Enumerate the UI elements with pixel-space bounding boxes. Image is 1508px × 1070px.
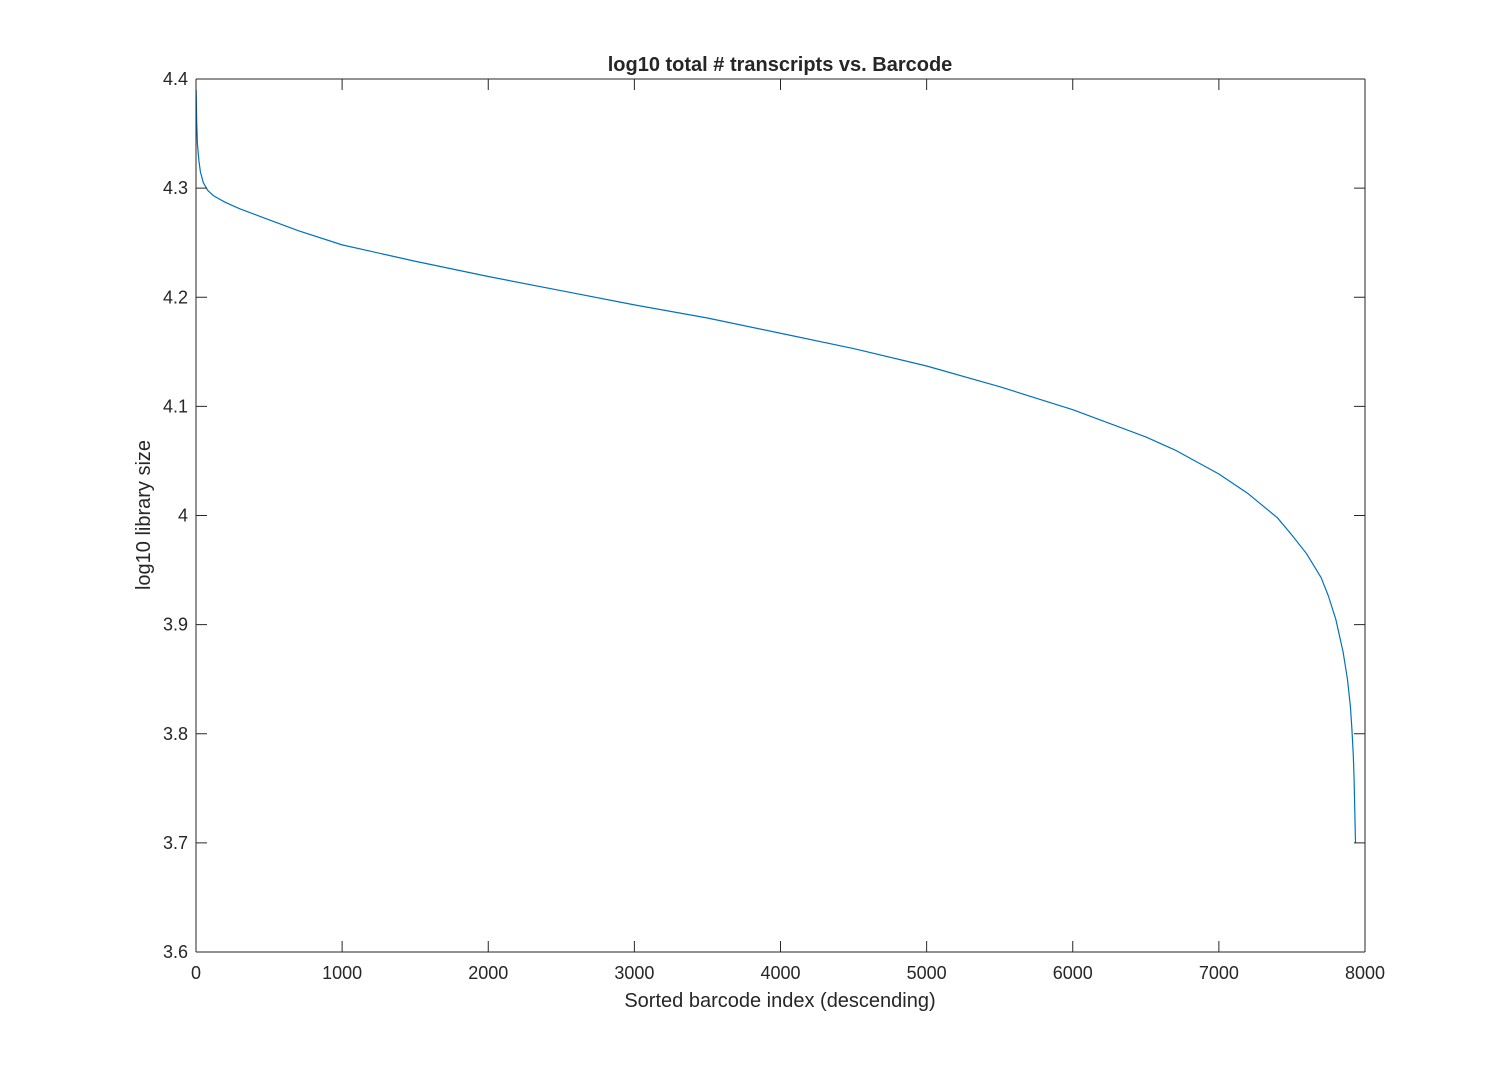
y-tick-label: 4 xyxy=(178,506,188,526)
y-axis-label: log10 library size xyxy=(133,440,155,590)
x-tick-label: 4000 xyxy=(760,963,800,983)
x-tick-label: 6000 xyxy=(1053,963,1093,983)
x-tick-label: 2000 xyxy=(468,963,508,983)
y-tick-label: 4.1 xyxy=(163,396,188,416)
plot-area xyxy=(196,79,1365,952)
series-layer xyxy=(195,89,1357,843)
x-tick-label: 7000 xyxy=(1199,963,1239,983)
x-tick-label: 5000 xyxy=(907,963,947,983)
y-tick-label: 4.2 xyxy=(163,287,188,307)
y-tick-label: 3.6 xyxy=(163,942,188,962)
y-tick-label: 3.7 xyxy=(163,833,188,853)
y-tick-label: 4.4 xyxy=(163,69,188,89)
series-line-0 xyxy=(195,89,1357,843)
y-tick-label: 4.3 xyxy=(163,178,188,198)
x-tick-label: 1000 xyxy=(322,963,362,983)
x-tick-label: 3000 xyxy=(614,963,654,983)
chart-title: log10 total # transcripts vs. Barcode xyxy=(608,54,953,76)
y-tick-label: 3.9 xyxy=(163,615,188,635)
x-axis-label: Sorted barcode index (descending) xyxy=(624,990,935,1012)
y-tick-label: 3.8 xyxy=(163,724,188,744)
ticks-layer: 0 1000 2000 3000 4000 5000 6000 7000 8000 3.6 3.7 3… xyxy=(163,69,1385,983)
x-tick-label: 8000 xyxy=(1345,963,1385,983)
x-tick-label: 0 xyxy=(191,963,201,983)
